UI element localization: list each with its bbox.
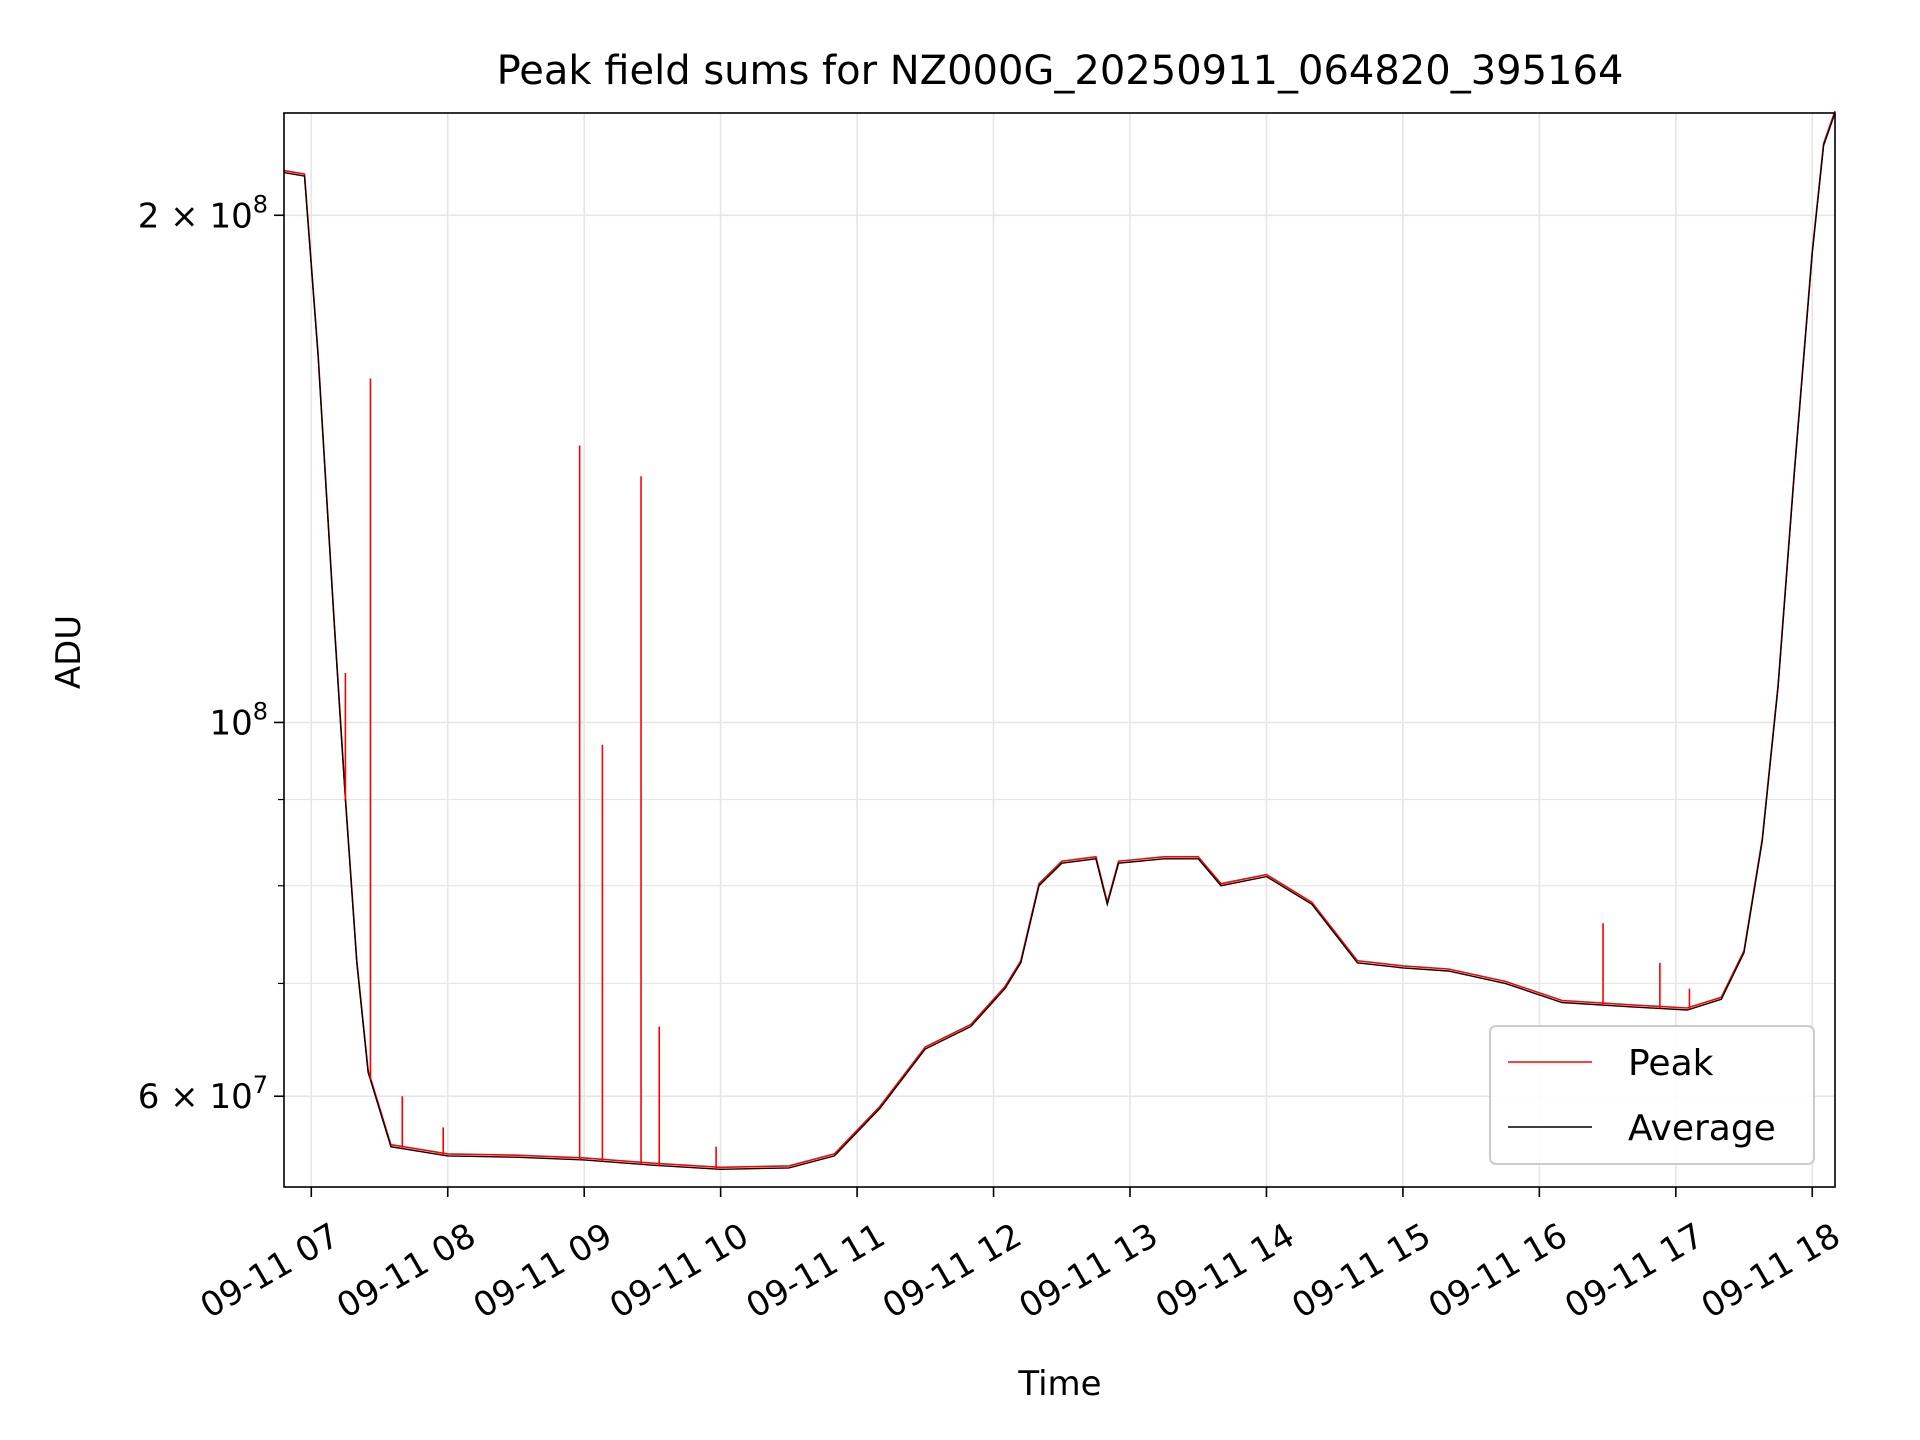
y-tick-label: 6 × 107 [138,1071,268,1117]
peak-line [283,110,1836,1169]
y-tick-label: 2 × 108 [138,190,268,236]
x-axis-label: Time [1017,1364,1101,1404]
legend-box [1489,1025,1815,1165]
chart-title: Peak field sums for NZ000G_20250911_0648… [497,48,1624,94]
legend-average-label: Average [1628,1108,1776,1149]
plot-frame [283,112,1836,1188]
y-axis-label: ADU [49,615,89,689]
y-tick-label: 108 [209,697,268,743]
series-lines [283,110,1836,1171]
legend: Peak Average [1489,1025,1815,1165]
y-axis-ticks: 6 × 107 108 2 × 108 [138,190,284,1117]
average-line [283,112,1836,1171]
legend-peak-label: Peak [1628,1043,1714,1084]
